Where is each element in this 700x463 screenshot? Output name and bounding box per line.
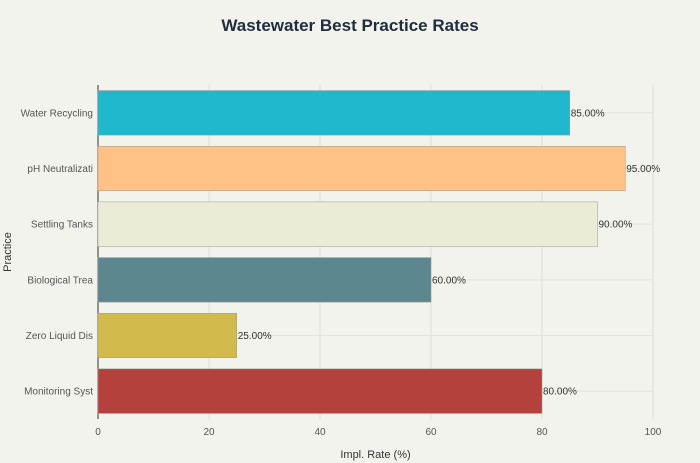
category-label: Biological Trea — [27, 275, 93, 286]
x-axis-title: Impl. Rate (%) — [340, 449, 410, 461]
category-label: Monitoring Syst — [24, 387, 93, 398]
x-tick-label: 20 — [203, 427, 215, 438]
x-tick-label: 100 — [645, 427, 662, 438]
data-label: 85.00% — [571, 108, 605, 119]
bar — [97, 368, 543, 414]
x-tick-label: 40 — [314, 427, 326, 438]
bar — [97, 257, 432, 303]
x-tick-label: 0 — [95, 427, 101, 438]
bar — [97, 312, 237, 359]
data-label: 60.00% — [432, 275, 466, 286]
bar — [97, 201, 598, 247]
data-label: 80.00% — [543, 387, 577, 398]
category-label: Settling Tanks — [31, 220, 93, 231]
data-label: 25.00% — [238, 331, 272, 342]
bar — [97, 90, 570, 136]
chart-title: Wastewater Best Practice Rates — [221, 16, 479, 35]
category-label: pH Neutralizati — [27, 164, 93, 175]
data-label: 90.00% — [599, 220, 633, 231]
x-tick-label: 80 — [536, 427, 548, 438]
x-tick-label: 60 — [425, 427, 437, 438]
y-axis-title: Practice — [2, 232, 14, 272]
category-label: Zero Liquid Dis — [26, 331, 93, 342]
data-label: 95.00% — [626, 164, 660, 175]
bar — [97, 145, 626, 192]
category-label: Water Recycling — [21, 108, 93, 119]
